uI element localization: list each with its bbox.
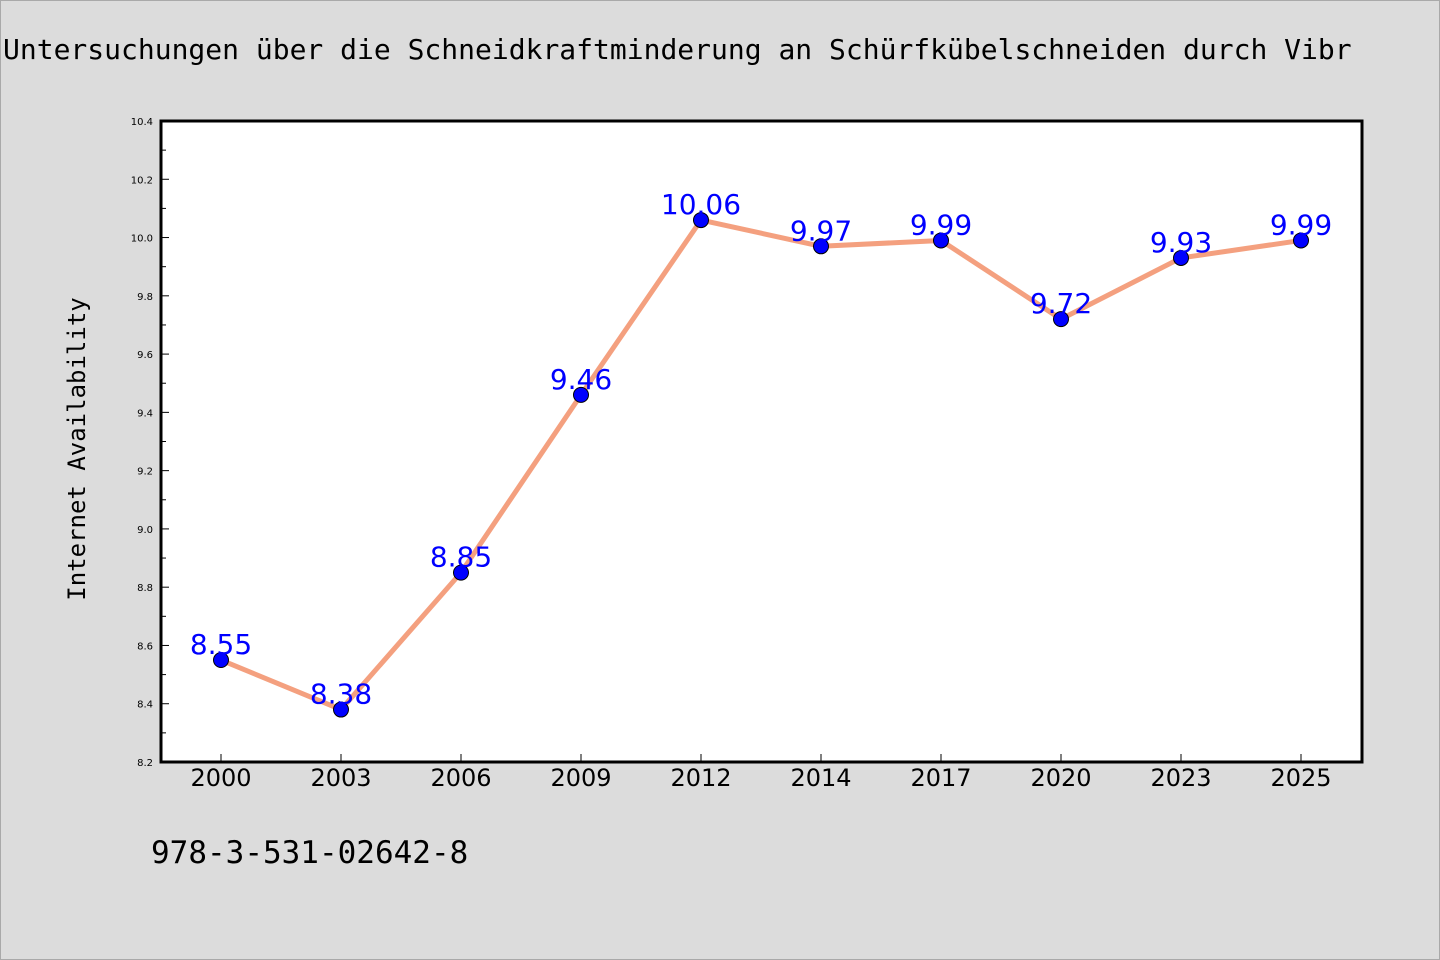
data-point xyxy=(813,238,829,255)
y-tick-label: 8.4 xyxy=(137,700,153,711)
data-label: 9.99 xyxy=(910,208,972,241)
data-point xyxy=(1293,232,1309,249)
data-point xyxy=(453,564,469,581)
series-line xyxy=(218,217,1304,713)
y-tick-label: 10.4 xyxy=(131,117,153,128)
data-label: 8.38 xyxy=(310,678,372,711)
data-label: 8.85 xyxy=(430,541,492,574)
x-tick-label: 2023 xyxy=(1150,764,1211,792)
x-axis: 2000 2003 2006 2009 2012 2014 2017 2020 2023 2025 xyxy=(190,754,1332,792)
data-label: 9.93 xyxy=(1150,226,1212,259)
data-label: 8.55 xyxy=(190,628,252,661)
y-tick-label: 8.8 xyxy=(137,583,153,594)
data-label: 10.06 xyxy=(661,188,741,221)
y-tick-label: 9.0 xyxy=(137,525,153,536)
data-label: 9.97 xyxy=(790,214,852,247)
x-tick-label: 2012 xyxy=(670,764,731,792)
data-point xyxy=(693,212,709,229)
data-point xyxy=(933,232,949,249)
x-tick-label: 2006 xyxy=(430,764,491,792)
y-tick-label: 9.8 xyxy=(137,292,153,303)
y-tick-label: 9.6 xyxy=(137,350,153,361)
y-tick-label: 10.2 xyxy=(131,175,153,186)
y-tick-label: 9.2 xyxy=(137,467,153,478)
isbn-label: 978-3-531-02642-8 xyxy=(151,835,469,871)
x-tick-label: 2009 xyxy=(550,764,611,792)
x-tick-label: 2000 xyxy=(190,764,251,792)
chart-title: Untersuchungen über die Schneidkraftmind… xyxy=(3,33,1352,66)
data-point xyxy=(573,386,589,403)
data-point xyxy=(333,701,349,718)
data-label: 9.99 xyxy=(1270,208,1332,241)
y-axis: 8.2 8.4 8.6 8.8 9.0 9.2 9.4 9.6 9.8 10.0 10.2 10.4 xyxy=(131,117,169,769)
data-label: 9.72 xyxy=(1030,287,1092,320)
x-tick-label: 2025 xyxy=(1270,764,1331,792)
x-tick-label: 2014 xyxy=(790,764,851,792)
series-layer: 8.55 8.38 8.85 9.46 10.06 9.97 9.99 9.72 9.93 9.9… xyxy=(190,188,1332,718)
x-tick-label: 2020 xyxy=(1030,764,1091,792)
data-point xyxy=(1053,311,1069,328)
data-point xyxy=(1173,249,1189,266)
plot-area xyxy=(159,119,1364,764)
data-point xyxy=(213,652,229,669)
y-tick-label: 8.2 xyxy=(137,758,153,769)
y-axis-title: Internet Availability xyxy=(63,297,91,600)
y-tick-label: 8.6 xyxy=(137,641,153,652)
y-tick-label: 10.0 xyxy=(131,234,153,245)
data-label: 9.46 xyxy=(550,363,612,396)
x-tick-label: 2017 xyxy=(910,764,971,792)
x-tick-label: 2003 xyxy=(310,764,371,792)
y-tick-label: 9.4 xyxy=(137,408,153,419)
